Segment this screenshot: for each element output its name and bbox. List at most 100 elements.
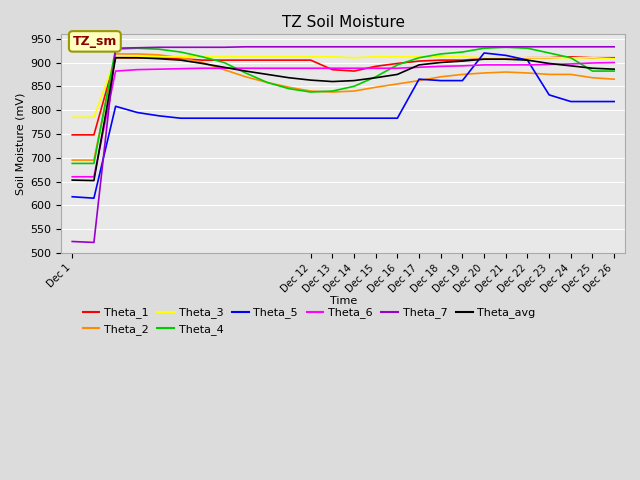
- Theta_6: [177, 66, 184, 72]
- Theta_avg: [177, 57, 184, 63]
- Theta_5: [220, 115, 228, 121]
- Theta_1: [372, 63, 380, 69]
- Theta_1: [177, 56, 184, 61]
- Theta_2: [459, 72, 467, 77]
- Theta_6: [372, 65, 380, 71]
- Theta_avg: [372, 75, 380, 81]
- Theta_2: [394, 81, 401, 87]
- Theta_4: [264, 80, 271, 85]
- Theta_5: [350, 115, 358, 121]
- Line: Theta_4: Theta_4: [72, 47, 614, 163]
- Theta_avg: [415, 62, 423, 68]
- Theta_6: [459, 63, 467, 69]
- Theta_1: [350, 68, 358, 74]
- Theta_7: [437, 44, 445, 49]
- Y-axis label: Soil Moisture (mV): Soil Moisture (mV): [15, 92, 25, 194]
- Theta_1: [264, 57, 271, 63]
- Theta_4: [133, 45, 141, 51]
- Theta_1: [285, 57, 293, 63]
- Theta_3: [198, 54, 206, 60]
- Theta_6: [437, 63, 445, 69]
- Theta_1: [155, 55, 163, 60]
- Theta_3: [112, 55, 120, 60]
- Theta_1: [198, 57, 206, 63]
- Theta_1: [90, 132, 98, 138]
- Theta_5: [177, 115, 184, 121]
- Theta_6: [285, 65, 293, 71]
- Theta_3: [502, 55, 509, 60]
- Theta_6: [545, 61, 553, 67]
- Theta_4: [611, 68, 618, 74]
- Theta_4: [112, 46, 120, 52]
- Theta_5: [502, 52, 509, 58]
- Theta_2: [350, 88, 358, 94]
- Theta_4: [437, 51, 445, 57]
- Theta_3: [155, 54, 163, 60]
- Theta_1: [68, 132, 76, 138]
- Theta_3: [459, 54, 467, 60]
- Theta_1: [524, 55, 531, 60]
- Theta_6: [198, 65, 206, 71]
- Theta_avg: [502, 56, 509, 62]
- Theta_6: [394, 65, 401, 71]
- Theta_4: [155, 46, 163, 52]
- Line: Theta_1: Theta_1: [72, 57, 614, 135]
- Theta_5: [155, 113, 163, 119]
- Theta_avg: [545, 60, 553, 66]
- Line: Theta_7: Theta_7: [72, 47, 614, 242]
- Theta_7: [394, 44, 401, 49]
- Theta_5: [459, 78, 467, 84]
- Theta_3: [264, 54, 271, 60]
- Theta_7: [307, 44, 314, 49]
- Theta_6: [611, 60, 618, 65]
- Theta_1: [480, 56, 488, 61]
- Theta_3: [567, 55, 575, 60]
- Theta_2: [372, 84, 380, 90]
- Theta_2: [524, 70, 531, 76]
- Theta_3: [68, 114, 76, 120]
- Theta_4: [328, 88, 336, 94]
- Theta_5: [394, 115, 401, 121]
- Theta_avg: [90, 178, 98, 183]
- Theta_3: [372, 54, 380, 60]
- Theta_1: [415, 58, 423, 64]
- Theta_5: [589, 99, 596, 105]
- Theta_7: [285, 44, 293, 49]
- Theta_4: [545, 50, 553, 56]
- Theta_6: [112, 68, 120, 74]
- Theta_2: [415, 78, 423, 84]
- Theta_7: [177, 44, 184, 50]
- Theta_avg: [589, 65, 596, 71]
- Theta_2: [502, 69, 509, 75]
- Theta_5: [112, 103, 120, 109]
- Theta_7: [155, 44, 163, 50]
- Theta_5: [133, 109, 141, 115]
- Theta_1: [220, 57, 228, 63]
- Theta_5: [524, 57, 531, 63]
- Theta_2: [68, 157, 76, 163]
- Theta_avg: [155, 56, 163, 61]
- Line: Theta_6: Theta_6: [72, 62, 614, 177]
- Theta_2: [611, 76, 618, 82]
- Title: TZ Soil Moisture: TZ Soil Moisture: [282, 15, 404, 30]
- Theta_4: [90, 160, 98, 166]
- Theta_5: [372, 115, 380, 121]
- Theta_6: [524, 62, 531, 68]
- Theta_7: [567, 44, 575, 49]
- Theta_7: [524, 44, 531, 49]
- Theta_3: [394, 54, 401, 60]
- Theta_4: [307, 89, 314, 95]
- Theta_3: [545, 55, 553, 60]
- Theta_4: [220, 60, 228, 65]
- Theta_7: [328, 44, 336, 49]
- Theta_avg: [350, 78, 358, 84]
- Theta_6: [328, 65, 336, 71]
- Theta_3: [611, 56, 618, 61]
- Theta_5: [198, 115, 206, 121]
- Theta_3: [415, 54, 423, 60]
- Theta_3: [350, 55, 358, 60]
- Theta_1: [567, 54, 575, 60]
- Theta_4: [394, 62, 401, 68]
- Theta_1: [545, 55, 553, 60]
- X-axis label: Time: Time: [330, 296, 357, 306]
